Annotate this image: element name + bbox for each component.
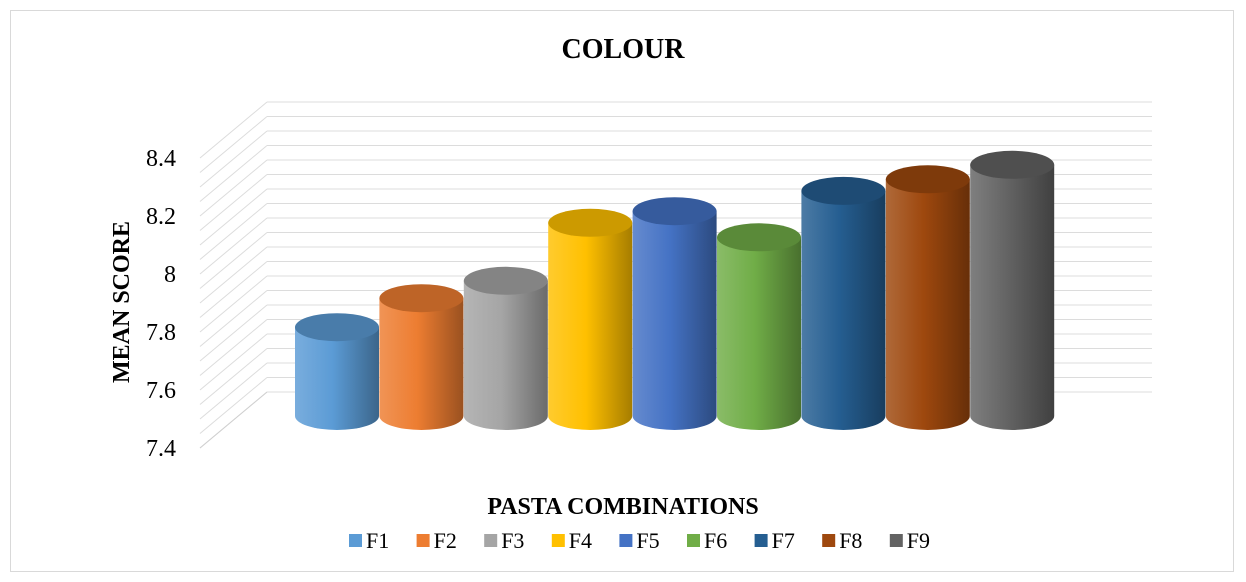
chart-title: COLOUR	[562, 34, 686, 65]
bar-f5	[632, 197, 717, 430]
legend-label: F6	[704, 528, 727, 553]
bar-f4	[548, 208, 633, 430]
gridline-side	[199, 174, 268, 231]
y-tick-label: 8.2	[146, 204, 176, 230]
gridline-side	[199, 188, 268, 246]
gridline-side	[199, 246, 268, 304]
bar-top	[885, 165, 970, 194]
y-tick-label: 7.6	[146, 378, 176, 404]
chart-frame	[10, 10, 1234, 572]
legend-label: F2	[434, 528, 457, 553]
bar-top	[970, 150, 1055, 179]
bar-top	[463, 266, 548, 295]
bar-top	[379, 284, 464, 313]
gridline-side	[199, 362, 268, 420]
gridline-side	[199, 261, 268, 318]
y-axis-ticks: 8.4 8.2 8 7.8 7.6 7.4	[146, 146, 176, 462]
bar-body	[463, 280, 548, 430]
gridline-side	[199, 275, 268, 333]
bar-f6	[717, 223, 801, 430]
gridline-side	[199, 333, 268, 391]
legend-label: F9	[907, 528, 930, 553]
gridline-side	[199, 159, 268, 217]
gridline-side	[199, 130, 268, 188]
legend: F1 F2 F3 F4 F5 F6 F7 F8 F9	[349, 528, 930, 553]
gridline-side	[199, 116, 268, 173]
bar-f8	[885, 165, 970, 430]
legend-swatch	[754, 534, 768, 547]
legend-label: F3	[501, 528, 524, 553]
gridline-side	[199, 377, 268, 434]
bar-body	[717, 237, 801, 430]
bar-f1	[295, 313, 379, 430]
gridline-side	[199, 304, 268, 362]
legend-swatch	[551, 534, 565, 547]
bar-body	[632, 211, 717, 430]
gridline-side	[199, 101, 268, 159]
bar-body	[295, 327, 379, 430]
bar-body	[885, 179, 970, 430]
legend-label: F1	[366, 528, 389, 553]
legend-label: F8	[839, 528, 862, 553]
legend-swatch	[619, 534, 633, 547]
legend-swatch	[416, 534, 430, 547]
bar-f2	[379, 284, 464, 430]
bar-top	[801, 176, 886, 205]
gridline-side	[199, 232, 268, 289]
y-axis-title: MEAN SCORE	[109, 221, 135, 383]
bar-f7	[801, 176, 886, 430]
y-tick-label: 8	[164, 262, 176, 288]
bar-body	[379, 298, 464, 430]
bar-body	[548, 222, 633, 430]
legend-swatch	[349, 534, 362, 547]
bar-body	[801, 190, 886, 430]
gridline-side	[199, 145, 268, 202]
gridline-side	[199, 203, 268, 260]
axis-floor-edge	[199, 391, 268, 449]
legend-swatch	[822, 534, 836, 547]
y-tick-label: 7.4	[146, 436, 176, 462]
bar-body	[970, 164, 1055, 430]
gridline-side	[199, 348, 268, 405]
legend-label: F5	[636, 528, 659, 553]
gridline-side	[199, 217, 268, 275]
gridline-side	[199, 290, 268, 347]
y-tick-label: 7.8	[146, 320, 176, 346]
gridline-side	[199, 319, 268, 376]
bar-f3	[463, 266, 548, 430]
legend-label: F4	[569, 528, 592, 553]
bar-top	[717, 223, 801, 252]
x-axis-title: PASTA COMBINATIONS	[487, 494, 758, 520]
bar-top	[548, 208, 633, 237]
y-tick-label: 8.4	[146, 146, 176, 172]
bar-top	[632, 197, 717, 226]
legend-swatch	[687, 534, 700, 547]
bar-f9	[970, 150, 1055, 430]
legend-swatch	[484, 534, 498, 547]
bar-top	[295, 313, 379, 342]
legend-label: F7	[772, 528, 795, 553]
legend-swatch	[889, 534, 903, 547]
bars	[295, 150, 1055, 430]
